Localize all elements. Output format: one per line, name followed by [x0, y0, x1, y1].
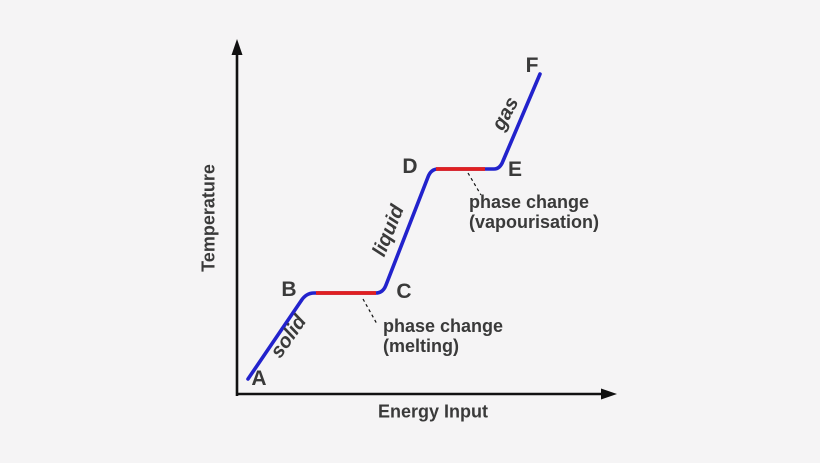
- melting-annotation-line2: (melting): [383, 336, 459, 356]
- x-axis-arrowhead-icon: [601, 388, 617, 400]
- point-label-f: F: [525, 54, 539, 77]
- melting-pointer-line: [362, 298, 378, 325]
- point-label-b: B: [281, 278, 297, 301]
- y-axis-title: Temperature: [198, 164, 219, 272]
- vapourisation-annotation-line1: phase change: [469, 192, 590, 212]
- melting-annotation-line1: phase change: [383, 316, 504, 336]
- vapourisation-annotation-line2: (vapourisation): [469, 212, 600, 232]
- melting-annotation: phase change (melting): [383, 316, 503, 356]
- x-axis-title: Energy Input: [377, 401, 489, 422]
- point-label-c: C: [396, 280, 412, 303]
- vapourisation-annotation: phase change (vapourisation): [469, 192, 599, 232]
- heating-curve-line: [246, 72, 542, 381]
- vapourisation-pointer-line: [467, 172, 482, 196]
- y-axis-arrowhead-icon: [231, 39, 243, 55]
- point-label-d: D: [402, 155, 418, 178]
- point-label-e: E: [507, 158, 523, 181]
- point-label-a: A: [251, 367, 267, 390]
